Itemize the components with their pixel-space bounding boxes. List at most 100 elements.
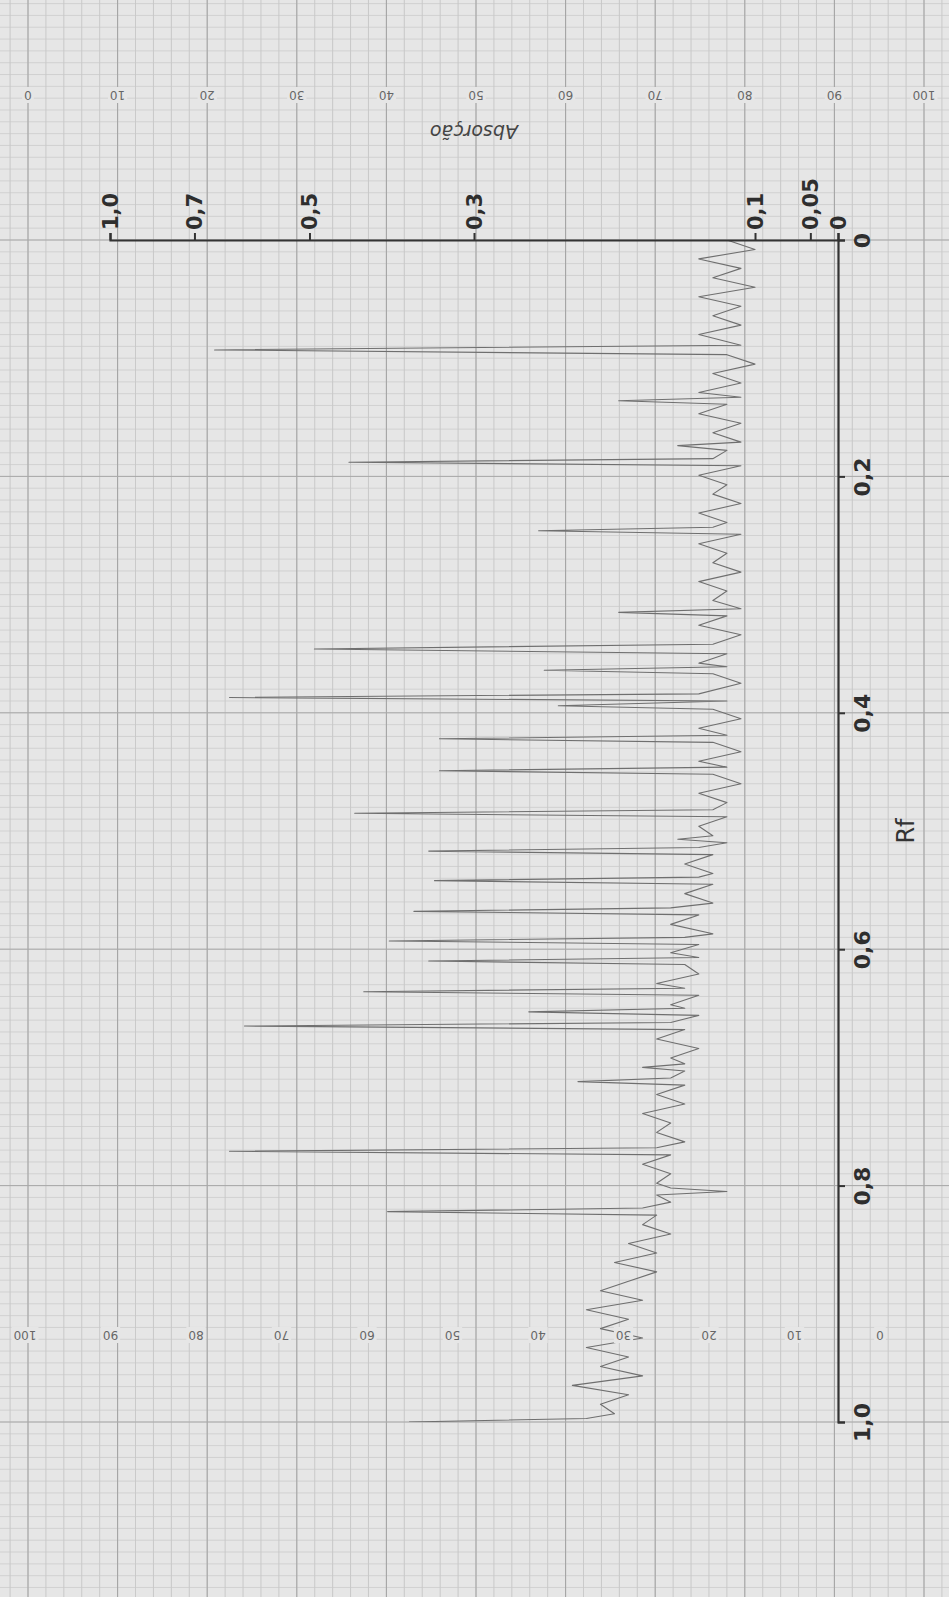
tick: 0,7: [183, 193, 207, 240]
paper-grid-line: [0, 1126, 949, 1127]
label-patch: [377, 87, 396, 103]
densitometer-trace: [215, 240, 755, 1422]
paper-grid-line: [0, 523, 949, 524]
tick: 0,4: [838, 694, 875, 733]
paper-grid-line: [0, 1268, 949, 1269]
paper-grid-line: [0, 251, 949, 252]
tick: 0,2: [838, 457, 875, 496]
paper-label: 0: [876, 1328, 884, 1342]
paper-grid-line: [0, 1339, 949, 1340]
plot-area: [215, 240, 755, 1422]
paper-tick: 100: [911, 87, 938, 103]
rf-axis: 00,20,40,60,81,0: [838, 233, 875, 1442]
paper-grid-line: [0, 1469, 949, 1470]
paper-grid-line: [0, 819, 949, 820]
paper-grid-line: [0, 1528, 949, 1529]
paper-grid-line: [0, 618, 949, 619]
tick-mark: [838, 712, 845, 714]
paper-grid-line: [0, 665, 949, 666]
paper-grid-line: [0, 1020, 949, 1021]
tick: 0,5: [298, 193, 322, 240]
tick-mark: [309, 233, 311, 240]
paper-label: 20: [200, 88, 215, 102]
axis-line: [111, 233, 839, 241]
label-patch: [466, 87, 485, 103]
tick-label: 0,5: [298, 193, 322, 230]
paper-grid-line: [0, 925, 949, 926]
paper-tick: 70: [646, 87, 665, 103]
paper-grid-line: [0, 74, 949, 75]
paper-grid-line: [0, 949, 949, 950]
paper-grid-line: [0, 346, 949, 347]
paper-tick: 10: [785, 1327, 804, 1343]
paper-grid-line: [0, 1362, 949, 1363]
paper-grid-line: [0, 594, 949, 595]
tick: 0,3: [463, 193, 487, 240]
paper-grid-line: [0, 50, 949, 51]
paper-scale-top: 0102030405060708090100: [22, 87, 937, 103]
paper-label: 80: [188, 1328, 203, 1342]
paper-tick: 40: [377, 87, 396, 103]
paper-grid-line: [0, 86, 949, 87]
paper-tick: 20: [699, 1327, 718, 1343]
paper-grid-line: [0, 169, 949, 170]
paper-grid-line: [0, 1102, 949, 1103]
paper-label: 30: [616, 1328, 631, 1342]
paper-grid-line: [0, 370, 949, 371]
tick-label: 0: [850, 233, 875, 248]
paper-grid-line: [0, 653, 949, 654]
paper-grid-line: [0, 464, 949, 465]
paper-grid-line: [0, 1563, 949, 1564]
grid-line: [0, 1422, 949, 1423]
paper-tick: 60: [556, 87, 575, 103]
tick: 0,05: [799, 178, 823, 240]
paper-label: 10: [110, 88, 125, 102]
tick: 1,0: [838, 1403, 875, 1442]
paper-grid-line: [0, 890, 949, 891]
paper-grid-line: [0, 913, 949, 914]
paper-grid-line: [0, 1398, 949, 1399]
paper-label: 50: [445, 1328, 460, 1342]
label-patch: [272, 1327, 291, 1343]
paper-grid-line: [0, 1185, 949, 1186]
paper-grid-line: [0, 1481, 949, 1482]
paper-grid-line: [0, 500, 949, 501]
grid-line: [0, 712, 949, 713]
tick-mark: [110, 233, 112, 240]
tick-mark: [838, 476, 845, 478]
paper-label: 40: [530, 1328, 545, 1342]
paper-tick: 50: [443, 1327, 462, 1343]
label-patch: [357, 1327, 376, 1343]
axis-title: Absorção: [430, 121, 520, 143]
paper-grid-line: [0, 299, 949, 300]
tick-label: 0,3: [463, 193, 487, 230]
paper-grid-line: [0, 535, 949, 536]
paper-label: 70: [274, 1328, 289, 1342]
tick: 0,6: [838, 930, 875, 969]
paper-grid-line: [0, 547, 949, 548]
paper-grid-line: [0, 1197, 949, 1198]
paper-grid-line: [0, 393, 949, 394]
label-patch: [911, 87, 938, 103]
paper-grid-line: [0, 1079, 949, 1080]
paper-grid-line: [0, 27, 949, 28]
paper-label: 60: [558, 88, 573, 102]
paper-grid-line: [0, 1173, 949, 1174]
absorbance-axis: 00,050,10,30,50,71,0: [99, 178, 851, 240]
paper-grid-line: [0, 689, 949, 690]
paper-grid-line: [0, 476, 949, 477]
paper-grid-line: [0, 736, 949, 737]
paper-grid-line: [0, 1351, 949, 1352]
paper-grid-line: [0, 145, 949, 146]
paper-grid-line: [0, 381, 949, 382]
paper-grid-line: [0, 417, 949, 418]
paper-grid-line: [0, 1540, 949, 1541]
paper-grid-line: [0, 263, 949, 264]
paper-tick: 80: [186, 1327, 205, 1343]
paper-grid-line: [0, 1161, 949, 1162]
paper-scale-bottom: 0102030405060708090100: [12, 1327, 886, 1343]
paper-grid-line: [0, 1291, 949, 1292]
label-patch: [443, 1327, 462, 1343]
paper-grid-line: [0, 1445, 949, 1446]
tick-mark: [838, 949, 845, 951]
